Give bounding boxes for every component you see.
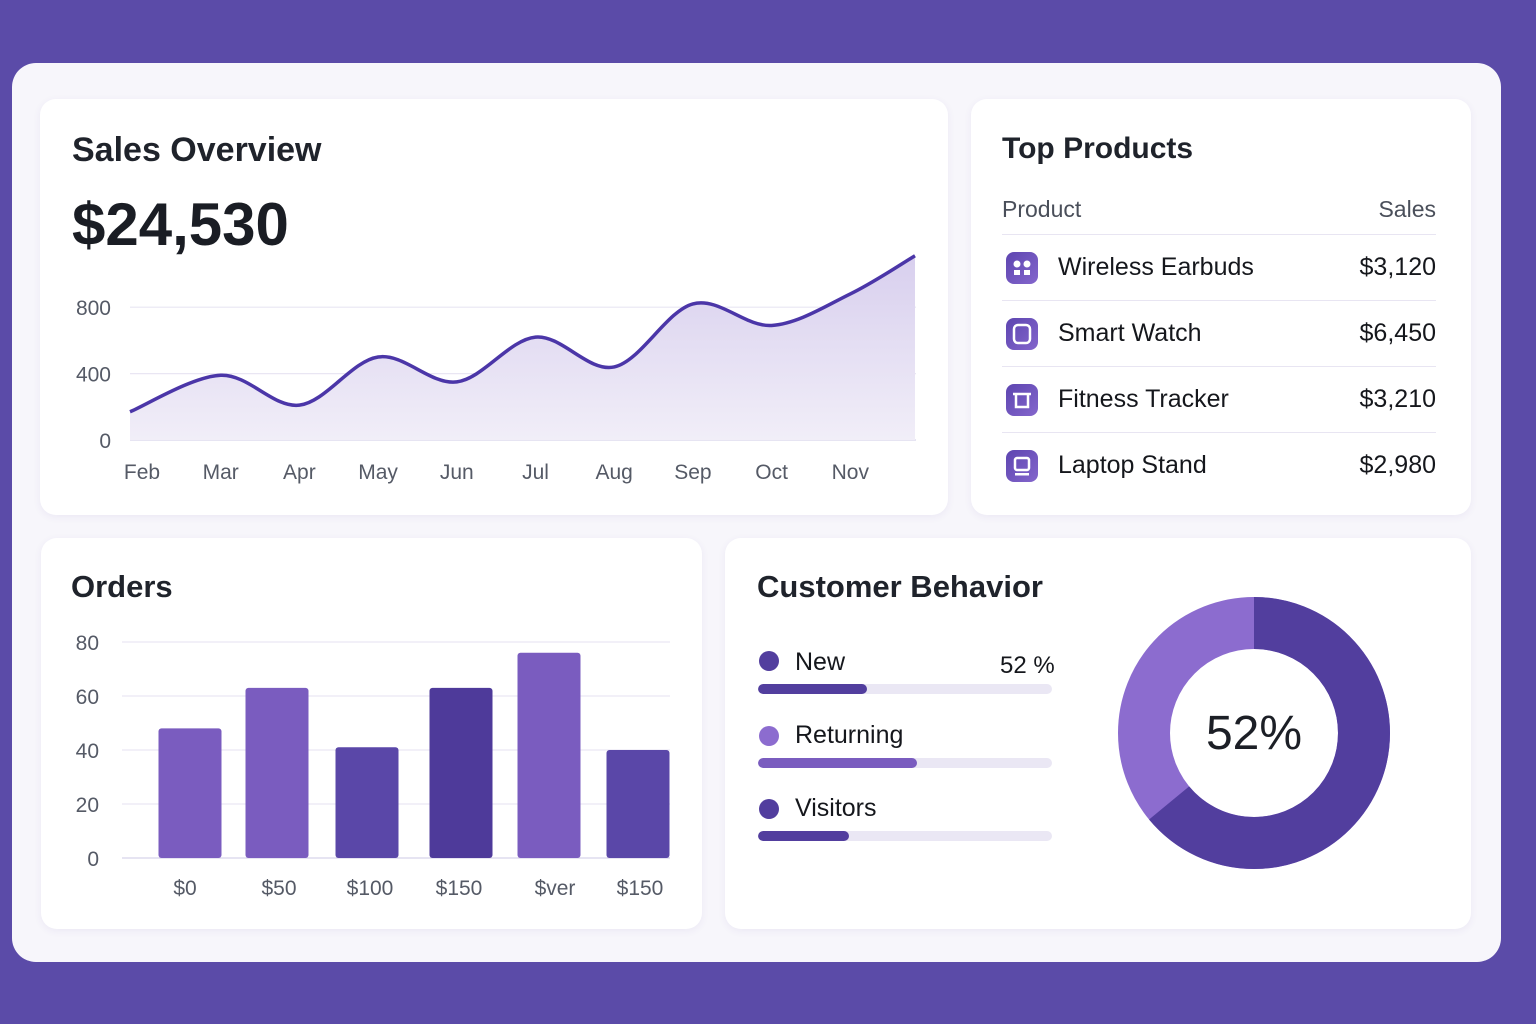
product-sales: $2,980	[1359, 451, 1436, 479]
legend-dot-new	[759, 651, 779, 671]
legend-label-returning: Returning	[795, 721, 904, 749]
top-products-title: Top Products	[1002, 132, 1194, 165]
sales-total: $24,530	[72, 191, 289, 258]
progress-fill	[758, 684, 867, 694]
column-header-product[interactable]: Product	[1002, 196, 1082, 222]
progress-fill	[758, 758, 917, 768]
top-products-card	[971, 99, 1471, 515]
watch-icon	[1006, 318, 1038, 350]
earbuds-icon	[1006, 252, 1038, 284]
product-name: Laptop Stand	[1058, 451, 1207, 479]
progress-bar-new	[758, 684, 1052, 694]
legend-value-new: 52 %	[1000, 652, 1055, 679]
progress-fill	[758, 831, 850, 841]
product-row[interactable]: Laptop Stand $2,980	[1002, 432, 1436, 498]
product-row[interactable]: Fitness Tracker $3,210	[1002, 366, 1436, 432]
product-name: Wireless Earbuds	[1058, 253, 1254, 281]
tracker-icon	[1006, 384, 1038, 416]
progress-bar-visitors	[758, 831, 1052, 841]
sales-overview-title: Sales Overview	[72, 131, 322, 169]
customer-behavior-title: Customer Behavior	[757, 569, 1043, 604]
product-name: Fitness Tracker	[1058, 385, 1229, 413]
product-sales: $6,450	[1359, 319, 1436, 347]
product-sales: $3,210	[1359, 385, 1436, 413]
orders-card	[41, 538, 702, 929]
product-row[interactable]: Smart Watch $6,450	[1002, 300, 1436, 366]
column-header-sales[interactable]: Sales	[1378, 196, 1436, 222]
product-sales: $3,120	[1359, 253, 1436, 281]
product-row[interactable]: Wireless Earbuds $3,120	[1002, 234, 1436, 300]
legend-dot-visitors	[759, 799, 779, 819]
orders-title: Orders	[71, 569, 173, 604]
legend-dot-returning	[759, 726, 779, 746]
progress-bar-returning	[758, 758, 1052, 768]
legend-label-new: New	[795, 648, 846, 676]
product-name: Smart Watch	[1058, 319, 1202, 347]
legend-label-visitors: Visitors	[795, 794, 877, 822]
laptop-stand-icon	[1006, 450, 1038, 482]
